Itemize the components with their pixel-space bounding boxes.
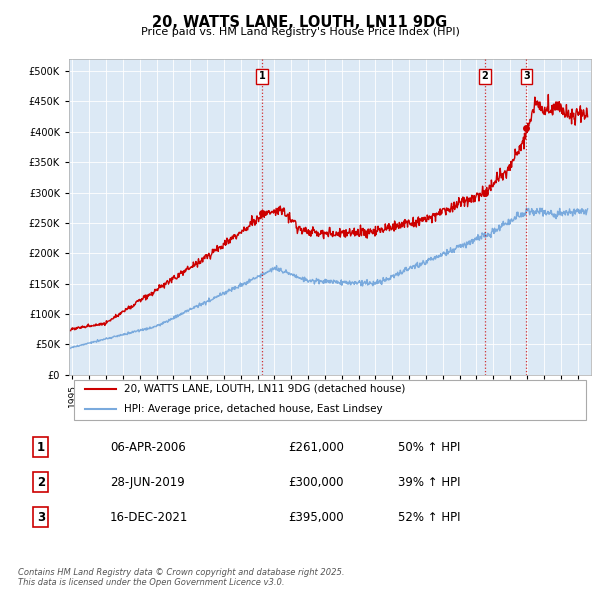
Text: £300,000: £300,000 [289,476,344,489]
Text: 06-APR-2006: 06-APR-2006 [110,441,185,454]
Text: £395,000: £395,000 [289,511,344,524]
Text: 3: 3 [523,71,530,81]
Text: HPI: Average price, detached house, East Lindsey: HPI: Average price, detached house, East… [124,405,382,414]
Text: 52% ↑ HPI: 52% ↑ HPI [398,511,460,524]
Text: £261,000: £261,000 [289,441,344,454]
Text: 50% ↑ HPI: 50% ↑ HPI [398,441,460,454]
FancyBboxPatch shape [74,380,586,419]
Text: 1: 1 [37,441,45,454]
Text: 16-DEC-2021: 16-DEC-2021 [110,511,188,524]
Text: 28-JUN-2019: 28-JUN-2019 [110,476,185,489]
Text: Price paid vs. HM Land Registry's House Price Index (HPI): Price paid vs. HM Land Registry's House … [140,27,460,37]
Text: Contains HM Land Registry data © Crown copyright and database right 2025.
This d: Contains HM Land Registry data © Crown c… [18,568,344,587]
Text: 3: 3 [37,511,45,524]
Text: 2: 2 [481,71,488,81]
Text: 39% ↑ HPI: 39% ↑ HPI [398,476,460,489]
Text: 1: 1 [259,71,266,81]
Text: 20, WATTS LANE, LOUTH, LN11 9DG (detached house): 20, WATTS LANE, LOUTH, LN11 9DG (detache… [124,384,405,394]
Text: 20, WATTS LANE, LOUTH, LN11 9DG: 20, WATTS LANE, LOUTH, LN11 9DG [152,15,448,30]
Text: 2: 2 [37,476,45,489]
